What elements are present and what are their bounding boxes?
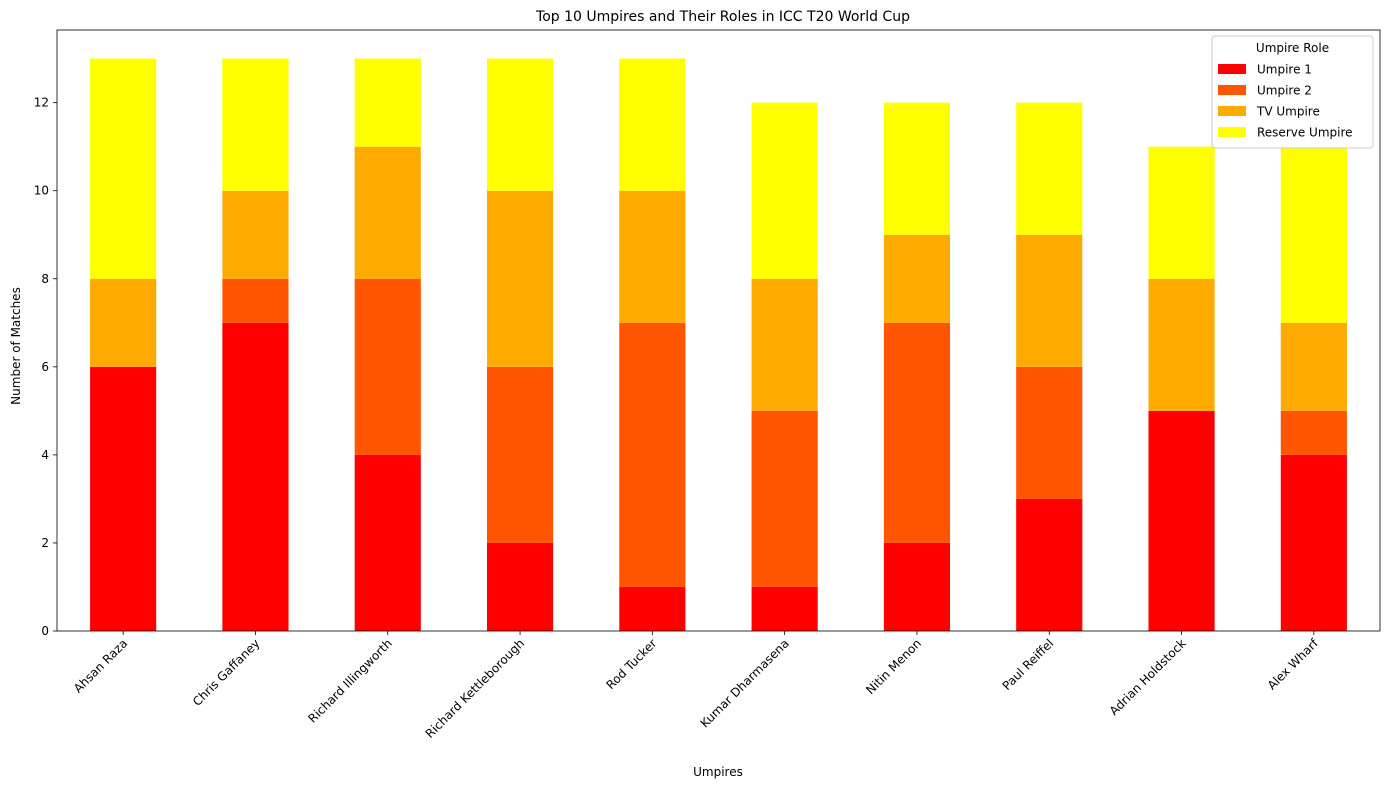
bar-segment — [354, 58, 421, 147]
x-tick-label: Ahsan Raza — [71, 636, 130, 695]
y-tick-label: 8 — [41, 272, 49, 286]
legend-label: Reserve Umpire — [1257, 126, 1353, 140]
bar-segment — [1148, 278, 1215, 411]
y-axis-label: Number of Matches — [9, 287, 23, 405]
bar-segment — [1016, 234, 1083, 367]
bar-segment — [486, 58, 554, 191]
y-tick-label: 0 — [41, 624, 49, 638]
legend-swatch — [1218, 127, 1246, 137]
legend-label: Umpire 1 — [1257, 63, 1312, 77]
bar-segment — [354, 278, 421, 455]
legend-swatch — [1218, 106, 1246, 116]
bar-segment — [1280, 410, 1347, 455]
y-tick-label: 12 — [34, 96, 49, 110]
legend-swatch — [1218, 64, 1246, 74]
x-tick-label: Adrian Holdstock — [1107, 636, 1189, 718]
x-tick-label: Richard Illingworth — [305, 636, 394, 725]
x-tick-label: Paul Reiffel — [1000, 636, 1057, 693]
bar-segment — [1016, 498, 1083, 631]
bar-segment — [619, 322, 686, 587]
bars-layer — [90, 58, 1347, 631]
legend-box — [1211, 35, 1374, 149]
y-tick-label: 10 — [34, 184, 49, 198]
bar-segment — [883, 102, 951, 235]
bar-segment — [222, 322, 289, 631]
bar-segment — [90, 58, 157, 279]
plot-frame — [56, 29, 1381, 632]
chart-title: Top 10 Umpires and Their Roles in ICC T2… — [535, 9, 910, 25]
x-tick-label: Nitin Menon — [863, 636, 924, 697]
bar-segment — [751, 410, 818, 587]
bar-segment — [354, 454, 421, 631]
bar-segment — [1148, 146, 1215, 279]
legend-title: Umpire Role — [1256, 41, 1329, 55]
legend: Umpire Role Umpire 1 Umpire 2 TV Umpire Rese… — [1211, 35, 1374, 149]
legend-label: TV Umpire — [1256, 105, 1320, 119]
bar-segment — [751, 586, 818, 631]
bar-segment — [90, 366, 157, 631]
x-tick-label: Kumar Dharmasena — [698, 636, 792, 730]
bar-segment — [486, 542, 554, 631]
bar-segment — [619, 190, 686, 323]
bar-segment — [222, 278, 289, 323]
bar-segment — [90, 278, 157, 367]
bar-segment — [751, 102, 818, 279]
bar-segment — [354, 146, 421, 279]
y-tick-label: 6 — [41, 360, 49, 374]
bar-segment — [222, 190, 289, 279]
x-tick-label: Rod Tucker — [604, 636, 660, 692]
legend-label: Umpire 2 — [1257, 84, 1312, 98]
y-tick-label: 4 — [41, 448, 49, 462]
bar-segment — [486, 190, 554, 367]
bar-segment — [1280, 454, 1347, 631]
bar-segment — [1016, 366, 1083, 499]
legend-swatch — [1218, 85, 1246, 95]
x-axis-label: Umpires — [693, 765, 743, 779]
bar-segment — [619, 586, 686, 631]
x-tick-label: Chris Gaffaney — [190, 636, 263, 709]
bar-segment — [619, 58, 686, 191]
bar-segment — [222, 58, 289, 191]
x-tick-label: Alex Wharf — [1265, 636, 1322, 693]
bar-segment — [1280, 322, 1347, 411]
bar-segment — [1016, 102, 1083, 235]
bar-segment — [1148, 410, 1215, 631]
bar-segment — [883, 542, 951, 631]
bar-segment — [883, 322, 951, 543]
bar-segment — [1280, 146, 1347, 323]
x-tick-label: Richard Kettleborough — [423, 636, 528, 741]
bar-segment — [883, 234, 951, 323]
y-tick-label: 2 — [41, 536, 49, 550]
bar-segment — [486, 366, 554, 543]
bar-segment — [751, 278, 818, 411]
